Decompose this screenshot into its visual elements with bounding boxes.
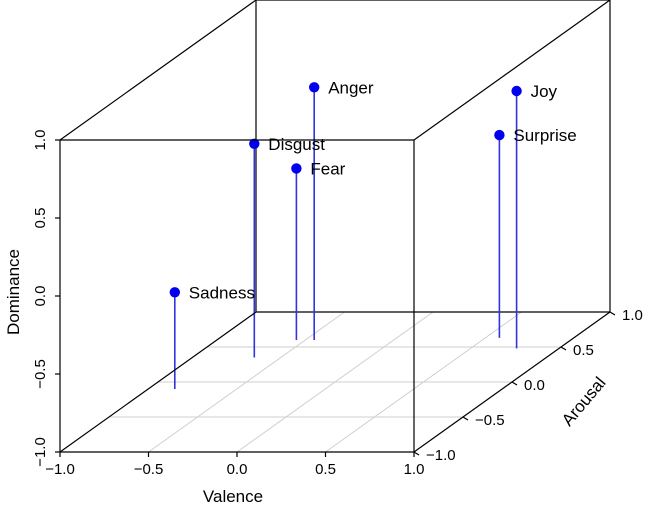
z-tick-label: 0.0: [32, 286, 49, 307]
z-tick-label: −1.0: [32, 437, 49, 467]
z-tick-label: 0.5: [32, 208, 49, 229]
point-label-fear: Fear: [310, 159, 345, 178]
x-tick-label: 1.0: [404, 461, 425, 478]
y-tick-label: 0.5: [573, 342, 594, 359]
x-tick-label: 0.0: [227, 461, 248, 478]
y-tick-label: 0.0: [524, 377, 545, 394]
y-tick-mark: [609, 311, 616, 316]
y-axis-label: Arousal: [558, 373, 610, 429]
point-label-disgust: Disgust: [268, 135, 325, 154]
point-fear: [291, 163, 302, 174]
box-edge: [413, 311, 611, 453]
point-disgust: [249, 138, 260, 149]
point-anger: [309, 82, 320, 93]
x-tick-label: −0.5: [134, 461, 164, 478]
back-box-edges: [59, 0, 611, 313]
floor-grid: [109, 311, 561, 453]
point-surprise: [494, 129, 505, 141]
y-tick-mark: [413, 451, 420, 456]
data-points: Anger Disgust Fear Sadness Joy Surprise: [169, 78, 577, 302]
y-tick-label: 1.0: [622, 307, 643, 324]
y-tick-mark: [560, 346, 567, 351]
x-axis-label: Valence: [203, 487, 263, 506]
box-edge: [59, 311, 257, 453]
point-label-joy: Joy: [531, 82, 558, 101]
box-edge: [59, 0, 257, 141]
y-tick-mark: [462, 416, 469, 421]
point-sadness: [169, 287, 180, 298]
z-tick-label: −0.5: [32, 359, 49, 389]
drop-lines: [174, 87, 518, 389]
grid-line-x: [325, 311, 522, 453]
point-label-sadness: Sadness: [189, 283, 255, 302]
y-tick-label: −0.5: [475, 412, 505, 429]
x-tick-label: −1.0: [45, 461, 75, 478]
tick-labels: −1.0 −0.5 0.0 0.5 1.0−1.0−0.50.00.51.0−1.0−0…: [32, 130, 643, 478]
z-axis-label: Dominance: [4, 249, 23, 335]
z-tick-label: 1.0: [32, 130, 49, 151]
x-tick-label: 0.5: [315, 461, 336, 478]
front-box-edges: [59, 139, 611, 453]
y-tick-label: −1.0: [426, 447, 456, 464]
point-joy: [511, 85, 522, 97]
point-label-anger: Anger: [328, 78, 374, 97]
point-label-surprise: Surprise: [513, 126, 576, 145]
y-tick-mark: [511, 381, 518, 386]
box-edge: [413, 0, 611, 141]
